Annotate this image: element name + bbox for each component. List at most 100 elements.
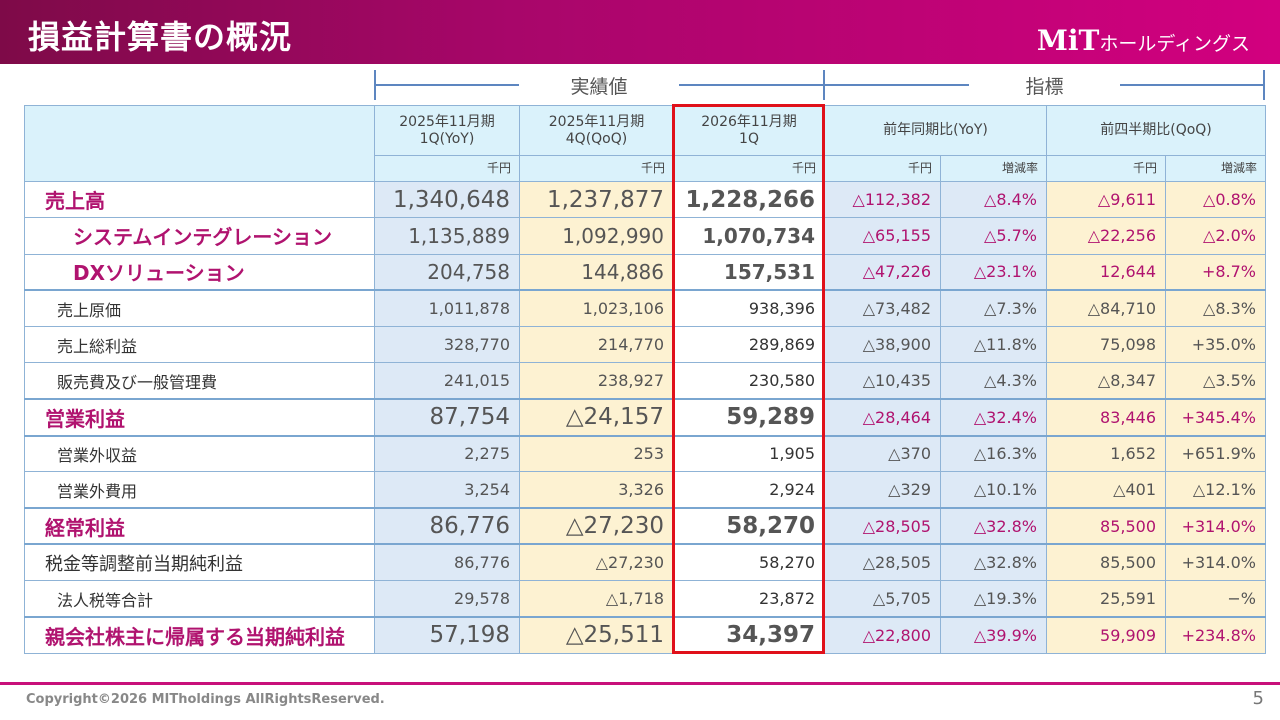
value-2025-1q: 86,776	[374, 543, 520, 582]
yoy-amount: △22,800	[824, 616, 941, 654]
value-2025-1q: 1,011,878	[374, 289, 520, 328]
row-label: 親会社株主に帰属する当期純利益	[24, 616, 375, 654]
qoq-amount: △22,256	[1046, 217, 1166, 255]
table-row: 営業外収益 2,275 253 1,905 △370 △16.3% 1,652 +651.9%	[24, 435, 1266, 473]
col-header-2025-1q: 2025年11月期 1Q(YoY)	[374, 105, 520, 156]
qoq-rate: +234.8%	[1165, 616, 1266, 654]
yoy-rate: △32.4%	[940, 398, 1047, 437]
yoy-rate: △23.1%	[940, 253, 1047, 292]
qoq-amount: 59,909	[1046, 616, 1166, 654]
page-number: 5	[1252, 688, 1264, 709]
yoy-amount: △5,705	[824, 580, 941, 619]
value-2025-4q: △1,718	[519, 580, 674, 619]
group-header-indicator: 指標	[824, 70, 1265, 100]
yoy-amount: △47,226	[824, 253, 941, 292]
value-2025-4q: 238,927	[519, 362, 674, 401]
row-label: システムインテグレーション	[24, 217, 375, 255]
rate-label: 増減率	[1165, 155, 1266, 182]
yoy-amount: △28,464	[824, 398, 941, 437]
row-label: 営業利益	[24, 398, 375, 437]
qoq-amount: 85,500	[1046, 507, 1166, 546]
table-row: DXソリューション 204,758 144,886 157,531 △47,226 △23…	[24, 253, 1266, 292]
row-label: 売上原価	[24, 289, 375, 328]
unit-label: 千円	[673, 155, 825, 182]
value-2025-4q: △24,157	[519, 398, 674, 437]
value-2026-1q: 1,228,266	[673, 180, 825, 219]
qoq-amount: 85,500	[1046, 543, 1166, 582]
yoy-rate: △7.3%	[940, 289, 1047, 328]
value-2025-1q: 3,254	[374, 471, 520, 510]
value-2025-1q: 2,275	[374, 435, 520, 473]
value-2025-4q: 214,770	[519, 326, 674, 364]
unit-label: 千円	[1046, 155, 1166, 182]
yoy-rate: △32.8%	[940, 543, 1047, 582]
income-statement-table: 2025年11月期 1Q(YoY) 2025年11月期 4Q(QoQ) 2026…	[24, 105, 1266, 654]
qoq-rate: +8.7%	[1165, 253, 1266, 292]
col-header-2025-4q: 2025年11月期 4Q(QoQ)	[519, 105, 674, 156]
row-label: 法人税等合計	[24, 580, 375, 619]
yoy-rate: △8.4%	[940, 180, 1047, 219]
qoq-rate: +345.4%	[1165, 398, 1266, 437]
value-2025-4q: △25,511	[519, 616, 674, 654]
value-2026-1q: 1,070,734	[673, 217, 825, 255]
value-2026-1q: 58,270	[673, 507, 825, 546]
value-2025-4q: 144,886	[519, 253, 674, 292]
table-row: 売上総利益 328,770 214,770 289,869 △38,900 △11.8% 7…	[24, 326, 1266, 364]
yoy-amount: △28,505	[824, 543, 941, 582]
value-2026-1q: 23,872	[673, 580, 825, 619]
qoq-amount: 25,591	[1046, 580, 1166, 619]
header-band	[0, 0, 1280, 64]
yoy-rate: △39.9%	[940, 616, 1047, 654]
qoq-rate: △3.5%	[1165, 362, 1266, 401]
value-2025-4q: 253	[519, 435, 674, 473]
qoq-rate: △0.8%	[1165, 180, 1266, 219]
value-2026-1q: 59,289	[673, 398, 825, 437]
row-label: 売上総利益	[24, 326, 375, 364]
footer-divider	[0, 682, 1280, 685]
qoq-rate: +314.0%	[1165, 507, 1266, 546]
qoq-rate: +314.0%	[1165, 543, 1266, 582]
qoq-amount: 12,644	[1046, 253, 1166, 292]
row-label: 経常利益	[24, 507, 375, 546]
row-label: 営業外収益	[24, 435, 375, 473]
page-title: 損益計算書の概況	[28, 18, 293, 56]
yoy-amount: △370	[824, 435, 941, 473]
qoq-rate: △12.1%	[1165, 471, 1266, 510]
yoy-amount: △10,435	[824, 362, 941, 401]
table-row: 営業外費用 3,254 3,326 2,924 △329 △10.1% △401 △12.1%	[24, 471, 1266, 510]
qoq-amount: 75,098	[1046, 326, 1166, 364]
value-2025-4q: 3,326	[519, 471, 674, 510]
col-header-qoq: 前四半期比(QoQ)	[1046, 105, 1266, 156]
company-logo: MiTホールディングス	[1036, 24, 1250, 57]
yoy-rate: △4.3%	[940, 362, 1047, 401]
yoy-rate: △16.3%	[940, 435, 1047, 473]
qoq-rate: +35.0%	[1165, 326, 1266, 364]
table-row: 営業利益 87,754 △24,157 59,289 △28,464 △32.4% 83,4…	[24, 398, 1266, 437]
value-2026-1q: 938,396	[673, 289, 825, 328]
row-label: 売上高	[24, 180, 375, 219]
value-2026-1q: 1,905	[673, 435, 825, 473]
row-label: 営業外費用	[24, 471, 375, 510]
table-row: 売上高 1,340,648 1,237,877 1,228,266 △112,382 △8…	[24, 180, 1266, 219]
qoq-amount: 83,446	[1046, 398, 1166, 437]
header-blank	[24, 105, 375, 182]
group-header-actual: 実績値	[374, 70, 825, 100]
qoq-rate: △2.0%	[1165, 217, 1266, 255]
value-2025-1q: 57,198	[374, 616, 520, 654]
table-row: 売上原価 1,011,878 1,023,106 938,396 △73,482 △7.3…	[24, 289, 1266, 328]
value-2025-1q: 87,754	[374, 398, 520, 437]
value-2025-1q: 241,015	[374, 362, 520, 401]
value-2025-4q: △27,230	[519, 507, 674, 546]
value-2025-4q: 1,237,877	[519, 180, 674, 219]
yoy-rate: △11.8%	[940, 326, 1047, 364]
qoq-amount: △84,710	[1046, 289, 1166, 328]
col-header-2026-1q: 2026年11月期 1Q	[673, 105, 825, 156]
value-2025-1q: 204,758	[374, 253, 520, 292]
qoq-rate: △8.3%	[1165, 289, 1266, 328]
col-header-yoy: 前年同期比(YoY)	[824, 105, 1047, 156]
value-2026-1q: 2,924	[673, 471, 825, 510]
qoq-rate: +651.9%	[1165, 435, 1266, 473]
table-row: 法人税等合計 29,578 △1,718 23,872 △5,705 △19.3% 25,5…	[24, 580, 1266, 619]
value-2026-1q: 58,270	[673, 543, 825, 582]
yoy-amount: △73,482	[824, 289, 941, 328]
